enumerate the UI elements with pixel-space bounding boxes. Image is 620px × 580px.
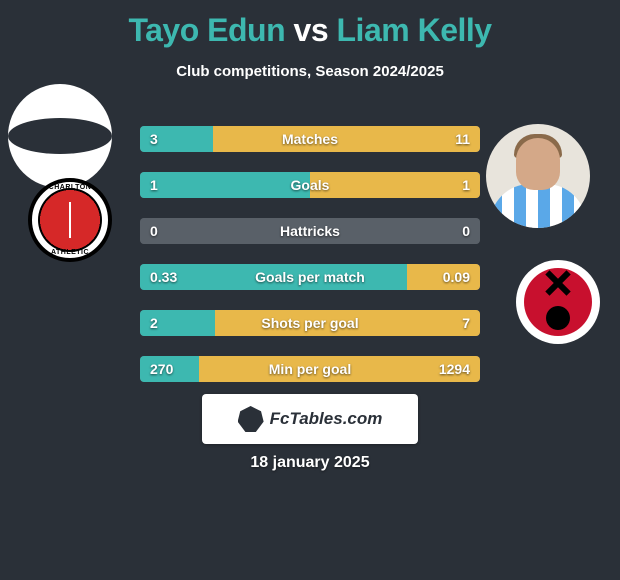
stat-row: 311Matches — [140, 126, 480, 152]
player1-avatar — [8, 84, 112, 188]
stat-label: Hattricks — [140, 218, 480, 244]
vs-text: vs — [294, 12, 329, 48]
stat-bars: 311Matches 11Goals 00Hattricks 0.330.09Goal… — [140, 126, 480, 402]
fctables-icon — [238, 406, 264, 432]
stat-label: Goals per match — [140, 264, 480, 290]
stat-row: 0.330.09Goals per match — [140, 264, 480, 290]
player2-name: Liam Kelly — [337, 12, 492, 48]
stat-label: Shots per goal — [140, 310, 480, 336]
player1-name: Tayo Edun — [128, 12, 285, 48]
subtitle: Club competitions, Season 2024/2025 — [0, 63, 620, 80]
player2-avatar — [486, 124, 590, 228]
date-text: 18 january 2025 — [0, 454, 620, 472]
stat-label: Min per goal — [140, 356, 480, 382]
stat-row: 00Hattricks — [140, 218, 480, 244]
stat-row: 11Goals — [140, 172, 480, 198]
stat-row: 2701294Min per goal — [140, 356, 480, 382]
stat-label: Goals — [140, 172, 480, 198]
stat-label: Matches — [140, 126, 480, 152]
stat-row: 27Shots per goal — [140, 310, 480, 336]
brand-text: FcTables.com — [270, 409, 383, 429]
brand-plate: FcTables.com — [202, 394, 418, 444]
page-title: Tayo Edun vs Liam Kelly — [0, 0, 620, 49]
player1-club-badge: CHARLTON ATHLETIC — [28, 178, 112, 262]
player2-club-badge — [516, 260, 600, 344]
